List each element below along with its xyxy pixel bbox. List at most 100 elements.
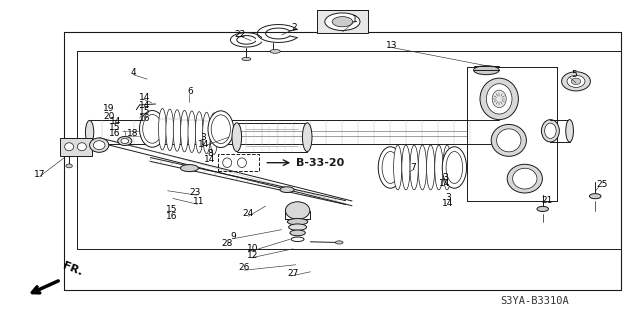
Ellipse shape [285,202,310,219]
Text: 16: 16 [109,130,121,138]
Ellipse shape [402,145,410,190]
Text: 5: 5 [572,70,577,79]
Ellipse shape [270,49,280,53]
Ellipse shape [537,206,548,211]
Text: 14: 14 [198,140,209,149]
Ellipse shape [211,115,230,144]
Ellipse shape [287,219,308,225]
Ellipse shape [335,241,343,244]
Text: 7: 7 [410,163,415,172]
Ellipse shape [325,13,360,31]
Ellipse shape [223,158,232,167]
Ellipse shape [382,152,399,183]
Ellipse shape [289,224,307,230]
Ellipse shape [480,78,518,120]
Ellipse shape [541,120,559,142]
Text: 14: 14 [439,179,451,188]
Text: 4: 4 [131,68,136,77]
Text: 11: 11 [193,197,204,206]
Ellipse shape [566,120,573,142]
Ellipse shape [446,152,463,183]
Ellipse shape [86,121,94,145]
Text: 14: 14 [442,199,454,208]
Ellipse shape [188,111,196,152]
Text: 20: 20 [103,112,115,121]
Text: FR.: FR. [61,261,84,278]
Ellipse shape [378,147,403,188]
Ellipse shape [118,137,132,145]
Ellipse shape [166,109,173,151]
Text: 3: 3 [201,133,206,142]
Ellipse shape [492,90,506,108]
Text: 25: 25 [596,180,607,189]
Ellipse shape [426,145,435,190]
Text: 16: 16 [166,212,177,221]
Ellipse shape [65,143,74,151]
Text: 24: 24 [243,209,254,218]
Text: 14: 14 [139,93,150,102]
Ellipse shape [173,110,181,151]
Ellipse shape [90,138,109,152]
Ellipse shape [486,84,512,114]
Text: 27: 27 [287,269,299,278]
Ellipse shape [497,129,521,152]
Text: 3: 3 [442,173,447,182]
Ellipse shape [237,158,246,167]
Ellipse shape [140,111,165,147]
Text: 2: 2 [292,23,297,32]
Ellipse shape [394,145,402,190]
Ellipse shape [302,123,312,152]
Ellipse shape [66,164,72,168]
Text: 14: 14 [204,155,216,164]
Ellipse shape [180,110,188,152]
Text: 18: 18 [127,129,139,138]
Text: S3YA-B3310A: S3YA-B3310A [500,296,569,307]
Text: 13: 13 [386,41,397,50]
Text: 14: 14 [109,117,121,126]
Text: 17: 17 [34,170,45,179]
Ellipse shape [210,113,218,154]
Ellipse shape [195,112,203,153]
Text: 12: 12 [247,251,259,260]
Text: 15: 15 [139,107,150,116]
Ellipse shape [143,115,162,143]
Polygon shape [317,10,368,33]
Ellipse shape [291,237,304,241]
Text: 28: 28 [221,239,233,248]
Ellipse shape [562,72,591,91]
Ellipse shape [208,111,234,148]
Ellipse shape [589,194,601,199]
Text: B-33-20: B-33-20 [296,158,344,168]
Ellipse shape [507,164,543,193]
Ellipse shape [567,75,585,87]
Ellipse shape [280,187,294,193]
Text: 14: 14 [139,101,150,110]
Ellipse shape [180,165,198,172]
Ellipse shape [203,112,211,154]
Ellipse shape [232,123,242,152]
Polygon shape [60,138,92,156]
Ellipse shape [435,145,443,190]
Ellipse shape [474,66,499,75]
Ellipse shape [121,138,129,144]
Text: 15: 15 [166,205,177,214]
Ellipse shape [93,141,105,150]
Text: 26: 26 [239,263,250,272]
Ellipse shape [242,57,251,61]
Ellipse shape [572,78,581,85]
Ellipse shape [290,230,305,236]
Text: 9: 9 [231,232,236,241]
Text: 8: 8 [207,149,212,158]
Text: 19: 19 [103,104,115,113]
Ellipse shape [159,108,166,150]
Ellipse shape [77,143,86,151]
Text: 3: 3 [445,193,451,202]
Ellipse shape [545,123,556,138]
Text: 15: 15 [109,123,121,132]
Text: 1: 1 [353,15,358,24]
Text: 10: 10 [247,244,259,253]
Text: 21: 21 [541,196,553,204]
Ellipse shape [332,17,353,27]
Text: 22: 22 [234,30,246,39]
Ellipse shape [419,145,426,190]
